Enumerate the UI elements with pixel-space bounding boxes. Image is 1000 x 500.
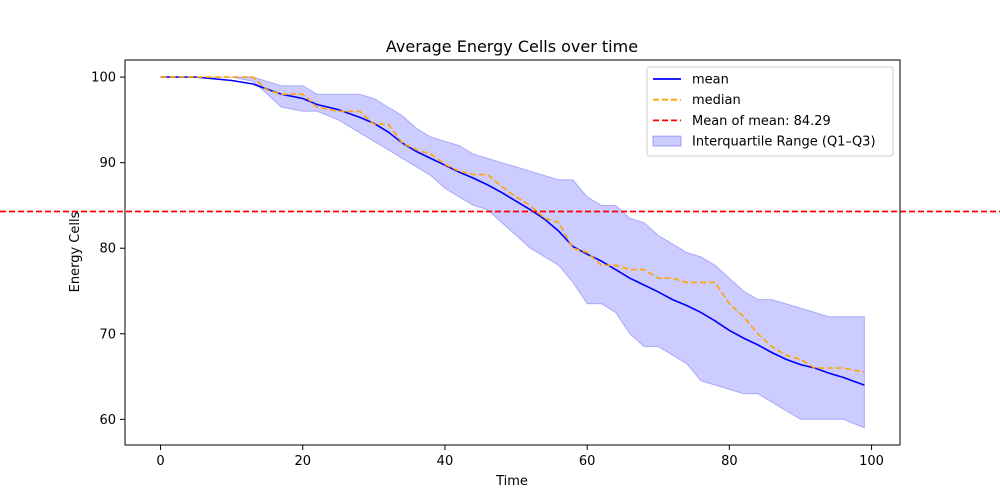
chart-title: Average Energy Cells over time	[386, 37, 638, 56]
legend-item-iqr-label: Interquartile Range (Q1–Q3)	[692, 135, 876, 150]
x-tick-label: 0	[156, 454, 164, 469]
x-tick-label: 80	[721, 454, 738, 469]
y-axis-label: Energy Cells	[68, 211, 83, 292]
legend-item-mean-label: mean	[692, 73, 729, 88]
x-tick-label: 100	[859, 454, 884, 469]
legend-item-iqr-swatch	[652, 135, 682, 147]
series-line-mean	[160, 76, 865, 386]
x-tick-label: 60	[579, 454, 596, 469]
y-tick-label: 70	[99, 327, 116, 342]
y-tick-label: 100	[91, 71, 116, 86]
y-tick-label: 80	[99, 242, 116, 257]
x-tick-label: 40	[437, 454, 454, 469]
legend-box	[646, 66, 894, 157]
y-tick-label: 60	[99, 413, 116, 428]
series-line-median	[160, 76, 865, 374]
legend-item-mean-of-mean-label: Mean of mean: 84.29	[692, 114, 831, 129]
x-tick-label: 20	[294, 454, 311, 469]
x-axis-label: Time	[495, 474, 528, 489]
plot-area-frame	[124, 59, 901, 446]
y-tick-label: 90	[99, 156, 116, 171]
legend: mean median Mean of mean: 84.29 Interquarti…	[646, 66, 894, 157]
legend-item-median-label: median	[692, 93, 741, 108]
